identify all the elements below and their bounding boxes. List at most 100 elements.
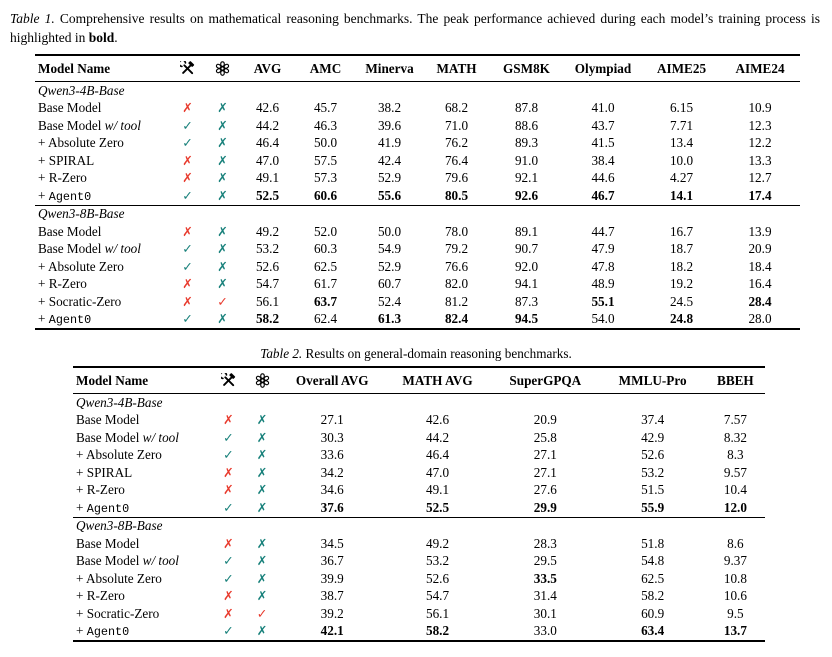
value-cell: 53.2 bbox=[255, 241, 280, 257]
table2: Model Name Overall AVG MATH AVG SuperGPQA M… bbox=[73, 366, 765, 642]
section-qwen3-4b-base: Qwen3-4B-Base Base Model ✗ ✗ 27.1 42.6 20.9 37.… bbox=[73, 394, 765, 518]
col-header-gsm8k: GSM8K bbox=[503, 61, 550, 76]
model-name-cell: Base Model w/ tool bbox=[73, 553, 213, 571]
value-cell: 39.9 bbox=[320, 570, 344, 586]
value-cell: 38.4 bbox=[591, 152, 615, 168]
cross-mark: ✗ bbox=[217, 223, 228, 239]
model-name-cell: + Agent0 bbox=[73, 623, 213, 642]
model-name-text: + R-Zero bbox=[76, 482, 125, 498]
value-cell: 55.9 bbox=[641, 499, 665, 515]
col-header-tools bbox=[213, 367, 243, 394]
gpt-support-cell: ✗ bbox=[243, 464, 280, 482]
tool-support-cell: ✗ bbox=[170, 223, 205, 241]
value-cell: 13.4 bbox=[669, 135, 694, 151]
value-cell: 94.1 bbox=[514, 276, 539, 292]
model-name-cell: Base Model bbox=[73, 535, 213, 553]
gpt-support-cell: ✓ bbox=[243, 605, 280, 623]
tool-support-cell: ✓ bbox=[213, 623, 243, 642]
check-mark: ✓ bbox=[223, 447, 234, 463]
col-header-olympiad: Olympiad bbox=[574, 61, 632, 76]
col-header-minerva: Minerva bbox=[365, 61, 414, 76]
tool-support-cell: ✗ bbox=[213, 482, 243, 500]
value-cell: 14.1 bbox=[669, 187, 694, 203]
value-cell: 90.7 bbox=[514, 241, 539, 257]
value-cell: 44.6 bbox=[591, 170, 615, 186]
model-name-text: w/ tool bbox=[142, 429, 179, 445]
value-cell: 60.7 bbox=[377, 276, 402, 292]
table-row: Base Model w/ tool ✓ ✗ 53.2 60.3 54.9 79.2 90.7… bbox=[35, 241, 800, 259]
value-cell: 39.2 bbox=[320, 605, 344, 621]
model-name-cell: + SPIRAL bbox=[73, 464, 213, 482]
gpt-support-cell: ✗ bbox=[243, 447, 280, 465]
value-cell: 34.6 bbox=[320, 482, 344, 498]
value-cell: 47.0 bbox=[425, 464, 450, 480]
cross-mark: ✗ bbox=[223, 464, 234, 480]
value-cell: 9.5 bbox=[727, 605, 744, 621]
value-cell: 44.7 bbox=[591, 223, 615, 239]
tool-support-cell: ✓ bbox=[213, 447, 243, 465]
model-name-cell: Base Model w/ tool bbox=[73, 429, 213, 447]
table-row: Base Model ✗ ✗ 34.5 49.2 28.3 51.8 8.6 bbox=[73, 535, 765, 553]
value-cell: 16.7 bbox=[669, 223, 694, 239]
gpt-support-cell: ✗ bbox=[205, 135, 240, 153]
value-cell: 20.9 bbox=[533, 412, 557, 428]
tool-support-cell: ✓ bbox=[170, 117, 205, 135]
cross-mark: ✗ bbox=[217, 311, 228, 327]
value-cell: 19.2 bbox=[669, 276, 694, 292]
table-row: + Absolute Zero ✓ ✗ 33.6 46.4 27.1 52.6 8.3 bbox=[73, 447, 765, 465]
value-cell: 42.6 bbox=[255, 100, 280, 116]
tool-support-cell: ✗ bbox=[213, 588, 243, 606]
value-cell: 34.2 bbox=[320, 464, 344, 480]
model-name-cell: + R-Zero bbox=[73, 588, 213, 606]
value-cell: 8.6 bbox=[727, 535, 744, 551]
value-cell: 16.4 bbox=[748, 276, 772, 292]
model-name-cell: Base Model bbox=[73, 412, 213, 430]
check-mark: ✓ bbox=[182, 135, 193, 151]
col-header-aime25: AIME25 bbox=[656, 61, 707, 76]
value-cell: 57.5 bbox=[313, 152, 338, 168]
value-cell: 61.3 bbox=[377, 311, 402, 327]
value-cell: 60.3 bbox=[313, 241, 338, 257]
openai-logo-icon bbox=[255, 373, 269, 388]
value-cell: 39.6 bbox=[377, 117, 402, 133]
model-name-text: + R-Zero bbox=[76, 588, 125, 604]
value-cell: 46.3 bbox=[313, 117, 338, 133]
model-name-cell: + Absolute Zero bbox=[35, 135, 170, 153]
cross-mark: ✗ bbox=[182, 276, 193, 292]
table-row: + R-Zero ✗ ✗ 54.7 61.7 60.7 82.0 94.1 48.9 19.2 16… bbox=[35, 276, 800, 294]
value-cell: 10.4 bbox=[723, 482, 747, 498]
table-row: + Absolute Zero ✓ ✗ 39.9 52.6 33.5 62.5 10.8 bbox=[73, 570, 765, 588]
value-cell: 52.0 bbox=[313, 223, 338, 239]
value-cell: 61.7 bbox=[313, 276, 338, 292]
value-cell: 92.0 bbox=[514, 258, 539, 274]
value-cell: 82.0 bbox=[444, 276, 469, 292]
check-mark: ✓ bbox=[182, 258, 193, 274]
value-cell: 76.4 bbox=[444, 152, 469, 168]
tool-support-cell: ✓ bbox=[170, 135, 205, 153]
value-cell: 12.2 bbox=[748, 135, 772, 151]
tool-support-cell: ✗ bbox=[170, 152, 205, 170]
cross-mark: ✗ bbox=[256, 464, 268, 480]
section-title: Qwen3-8B-Base bbox=[38, 206, 125, 222]
value-cell: 13.7 bbox=[723, 623, 747, 639]
cross-mark: ✗ bbox=[256, 623, 268, 639]
tool-support-cell: ✗ bbox=[213, 535, 243, 553]
value-cell: 82.4 bbox=[444, 311, 469, 327]
value-cell: 46.7 bbox=[591, 187, 615, 203]
gpt-support-cell: ✗ bbox=[205, 241, 240, 259]
value-cell: 6.15 bbox=[669, 100, 694, 116]
cross-mark: ✗ bbox=[223, 588, 234, 604]
table-row: + R-Zero ✗ ✗ 49.1 57.3 52.9 79.6 92.1 44.6 4.27 12… bbox=[35, 170, 800, 188]
cross-mark: ✗ bbox=[217, 258, 228, 274]
value-cell: 27.1 bbox=[533, 447, 557, 463]
value-cell: 12.7 bbox=[748, 170, 772, 186]
model-name-cell: + SPIRAL bbox=[35, 152, 170, 170]
model-name-cell: + R-Zero bbox=[35, 170, 170, 188]
table-row: + Agent0 ✓ ✗ 52.5 60.6 55.6 80.5 92.6 46.7 14.1 17… bbox=[35, 187, 800, 205]
value-cell: 41.5 bbox=[591, 135, 615, 151]
value-cell: 9.37 bbox=[723, 553, 747, 569]
model-name-mono: Agent0 bbox=[86, 501, 130, 516]
model-name-text: + bbox=[38, 187, 49, 203]
col-header-model-name: Model Name bbox=[38, 61, 111, 76]
col-header-amc: AMC bbox=[309, 61, 342, 76]
